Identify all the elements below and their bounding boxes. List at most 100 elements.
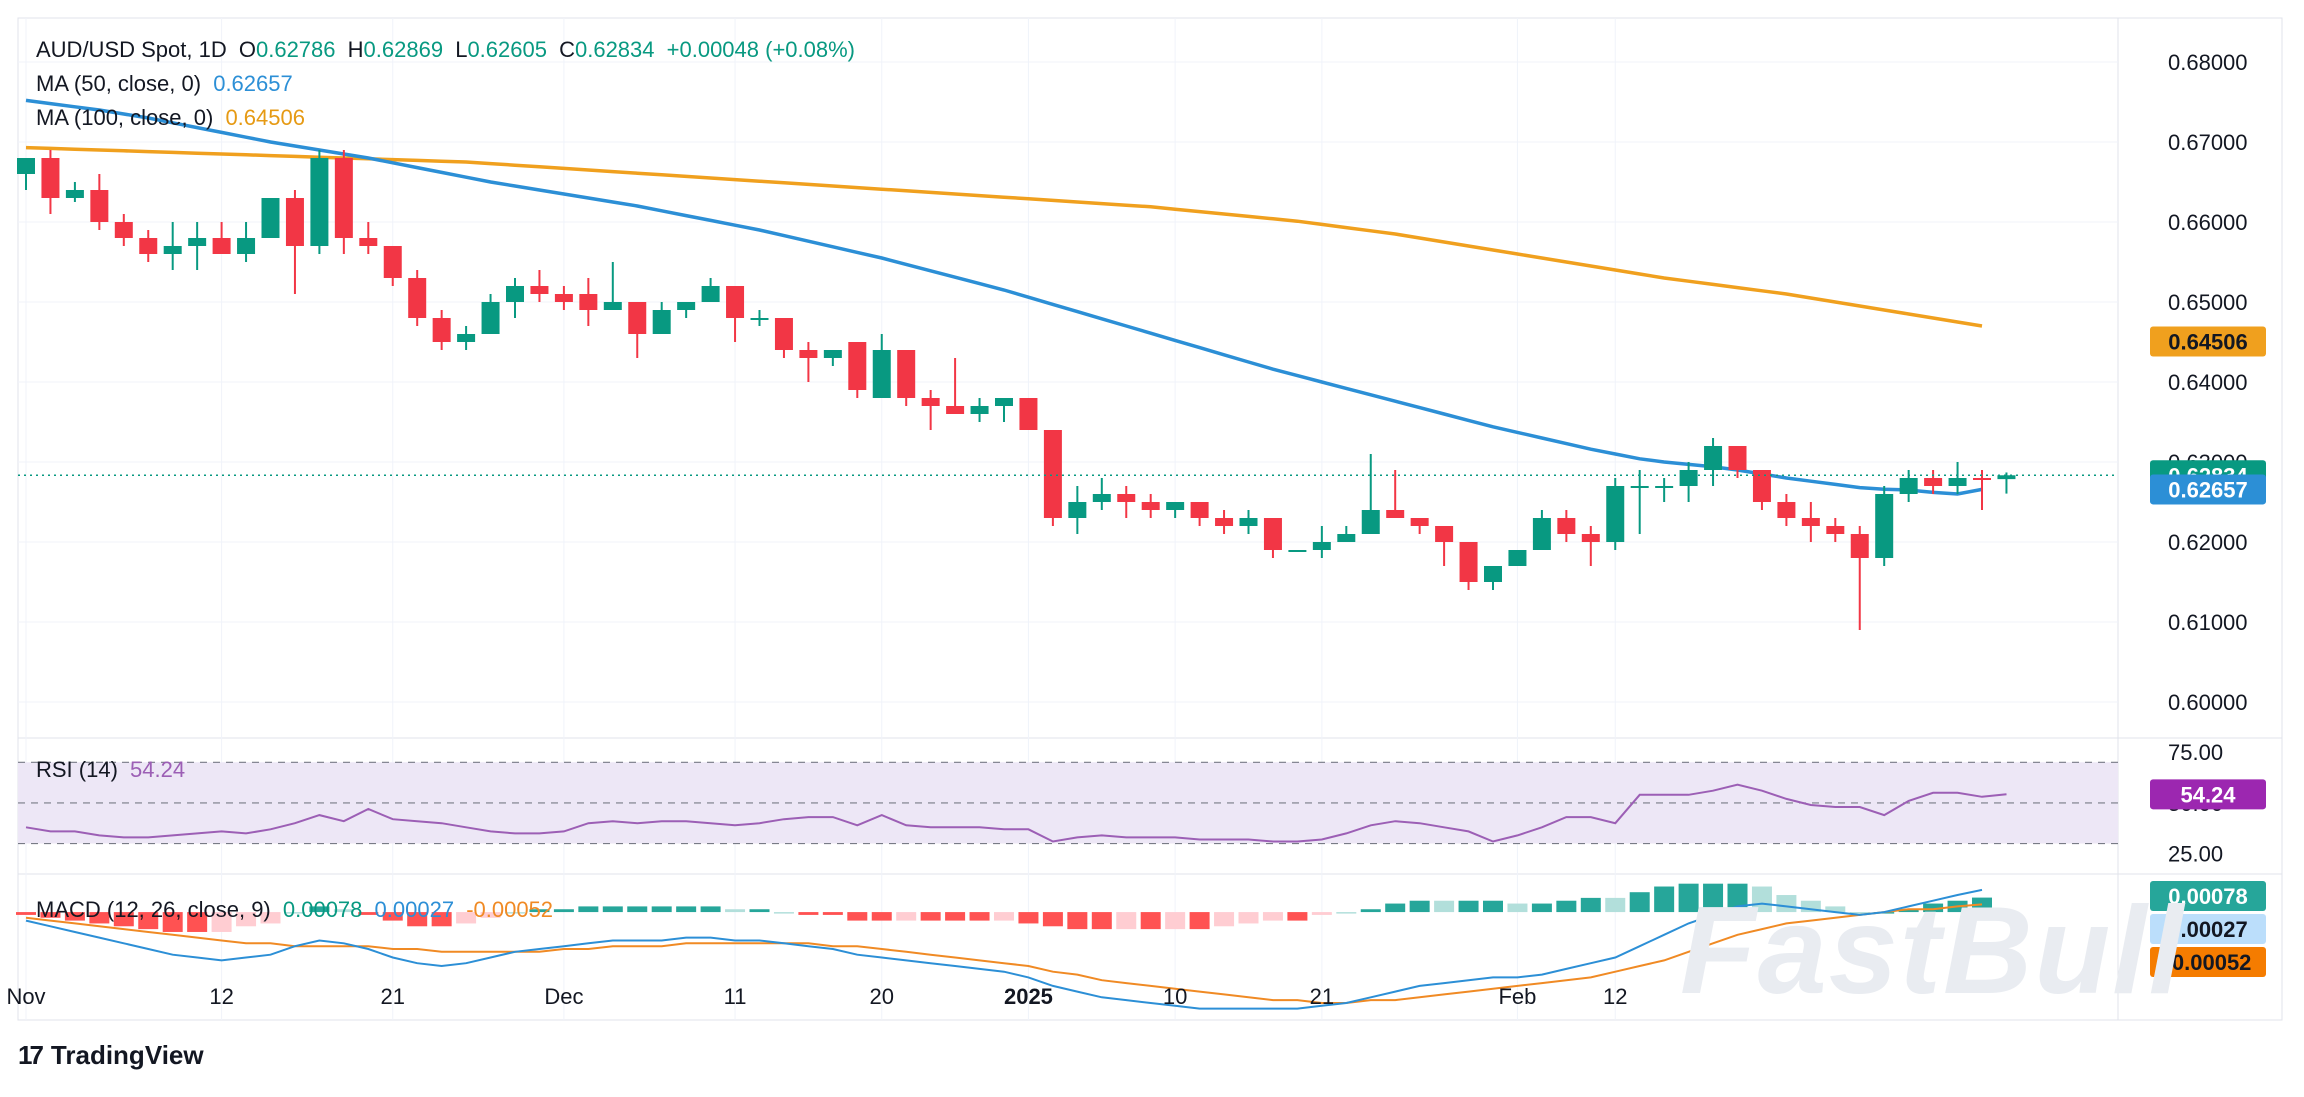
- macd-histogram-bar: [1018, 912, 1039, 924]
- legend-macd[interactable]: MACD (12, 26, close, 9) 0.00078 0.00027 …: [36, 896, 559, 924]
- tradingview-logo[interactable]: 17 TradingView: [18, 1040, 204, 1071]
- macd-histogram-bar: [1458, 900, 1479, 913]
- chart-frame: [17, 17, 2283, 1021]
- macd-signal-value: 0.00027: [374, 897, 455, 922]
- macd-histogram-bar: [627, 906, 648, 913]
- legend-ma100[interactable]: MA (100, close, 0) 0.64506: [36, 104, 311, 132]
- macd-histogram-bar: [1189, 912, 1210, 930]
- candle-body: [334, 158, 353, 238]
- candle-body: [1679, 470, 1698, 486]
- candle: [1312, 526, 1331, 558]
- candle-body: [41, 158, 60, 198]
- legend-rsi[interactable]: RSI (14) 54.24: [36, 756, 191, 784]
- legend-ma50[interactable]: MA (50, close, 0) 0.62657: [36, 70, 299, 98]
- candle: [1801, 502, 1820, 542]
- macd-histogram-bar: [602, 906, 623, 913]
- macd-histogram-bar: [333, 909, 354, 913]
- candle: [310, 150, 329, 254]
- candle-body: [1435, 526, 1454, 542]
- candle-body: [677, 302, 696, 310]
- rsi-label: RSI (14): [36, 757, 118, 782]
- candle: [1948, 462, 1967, 494]
- candle: [212, 222, 231, 254]
- time-tick-label: 20: [870, 984, 894, 1009]
- candle-body: [1948, 478, 1967, 486]
- macd-histogram-bar: [113, 912, 134, 927]
- macd-macd-badge-bg: [2150, 947, 2266, 977]
- macd-histogram-bar: [749, 909, 770, 913]
- macd-histogram-bar: [260, 912, 281, 924]
- candle-body: [1459, 542, 1478, 582]
- candle: [1655, 478, 1674, 502]
- candle-body: [1630, 486, 1649, 488]
- candle: [1215, 510, 1234, 534]
- time-tick-label: 21: [1310, 984, 1334, 1009]
- candle: [1777, 494, 1796, 526]
- candle: [946, 358, 965, 414]
- macd-histogram-bar: [1140, 912, 1161, 930]
- macd-histogram-bar: [40, 912, 61, 918]
- macd-histogram-bar: [969, 912, 990, 921]
- rsi-badge: 54.24: [2150, 779, 2266, 810]
- rsi-value: 54.24: [130, 757, 186, 782]
- candle-body: [750, 318, 769, 320]
- macd-signal-badge-text: 0.00027: [2168, 917, 2248, 942]
- macd-histogram-bar: [896, 912, 917, 921]
- time-tick-label: Dec: [544, 984, 583, 1009]
- ma100-badge-text: 0.64506: [2168, 330, 2248, 355]
- candle: [579, 278, 598, 326]
- candle-body: [1386, 510, 1405, 518]
- candle-body: [261, 198, 280, 238]
- macd-histogram-bar: [822, 912, 843, 915]
- candle-body: [579, 294, 598, 310]
- macd-histogram-bar: [431, 912, 452, 927]
- candle-body: [1899, 478, 1918, 494]
- candle-body: [970, 406, 989, 414]
- candle: [1435, 526, 1454, 566]
- low-label: L: [455, 37, 468, 62]
- candle: [1679, 462, 1698, 502]
- macd-macd-badge: -0.00052: [2150, 947, 2266, 977]
- symbol-label[interactable]: AUD/USD Spot, 1D: [36, 37, 227, 62]
- candle: [701, 278, 720, 302]
- candle: [163, 222, 182, 270]
- candle-body: [506, 286, 524, 302]
- candle-body: [652, 310, 671, 334]
- candle-body: [628, 302, 647, 334]
- candle: [41, 150, 60, 214]
- macd-histogram-bar: [1605, 897, 1626, 913]
- candle-body: [1288, 550, 1307, 552]
- grid-lines: [17, 17, 2283, 1021]
- candle-body: [1043, 430, 1062, 518]
- candle-body: [530, 286, 549, 294]
- macd-histogram-bar: [16, 912, 36, 915]
- candle: [1166, 502, 1185, 518]
- candle-body: [65, 190, 84, 198]
- time-tick-label: 11: [724, 984, 747, 1009]
- macd-histogram-bar: [382, 912, 403, 921]
- candle-body: [1484, 566, 1502, 582]
- macd-histogram-bar: [1923, 903, 1944, 913]
- macd-macd-value: -0.00052: [466, 897, 554, 922]
- candle-body: [1581, 534, 1600, 542]
- candle-body: [1801, 518, 1820, 526]
- macd-histogram-bar: [945, 912, 966, 921]
- candle-body: [1508, 550, 1527, 566]
- rsi-tick-label: 75.00: [2168, 740, 2223, 765]
- macd-histogram-bar: [1849, 912, 1870, 914]
- candle: [897, 350, 916, 406]
- rsi-band: [18, 761, 2118, 845]
- candle: [1997, 472, 2016, 494]
- candle-body: [1068, 502, 1087, 518]
- macd-histogram-bar: [358, 912, 379, 915]
- candle: [114, 214, 133, 246]
- macd-histogram-bar: [1091, 912, 1112, 930]
- legend-main: AUD/USD Spot, 1D O0.62786 H0.62869 L0.62…: [36, 36, 855, 64]
- candle: [1263, 518, 1282, 558]
- price-tick-label: 0.67000: [2168, 130, 2248, 155]
- time-tick-label: 10: [1163, 984, 1187, 1009]
- macd-histogram-bar: [1654, 886, 1675, 913]
- candle-body: [139, 238, 158, 254]
